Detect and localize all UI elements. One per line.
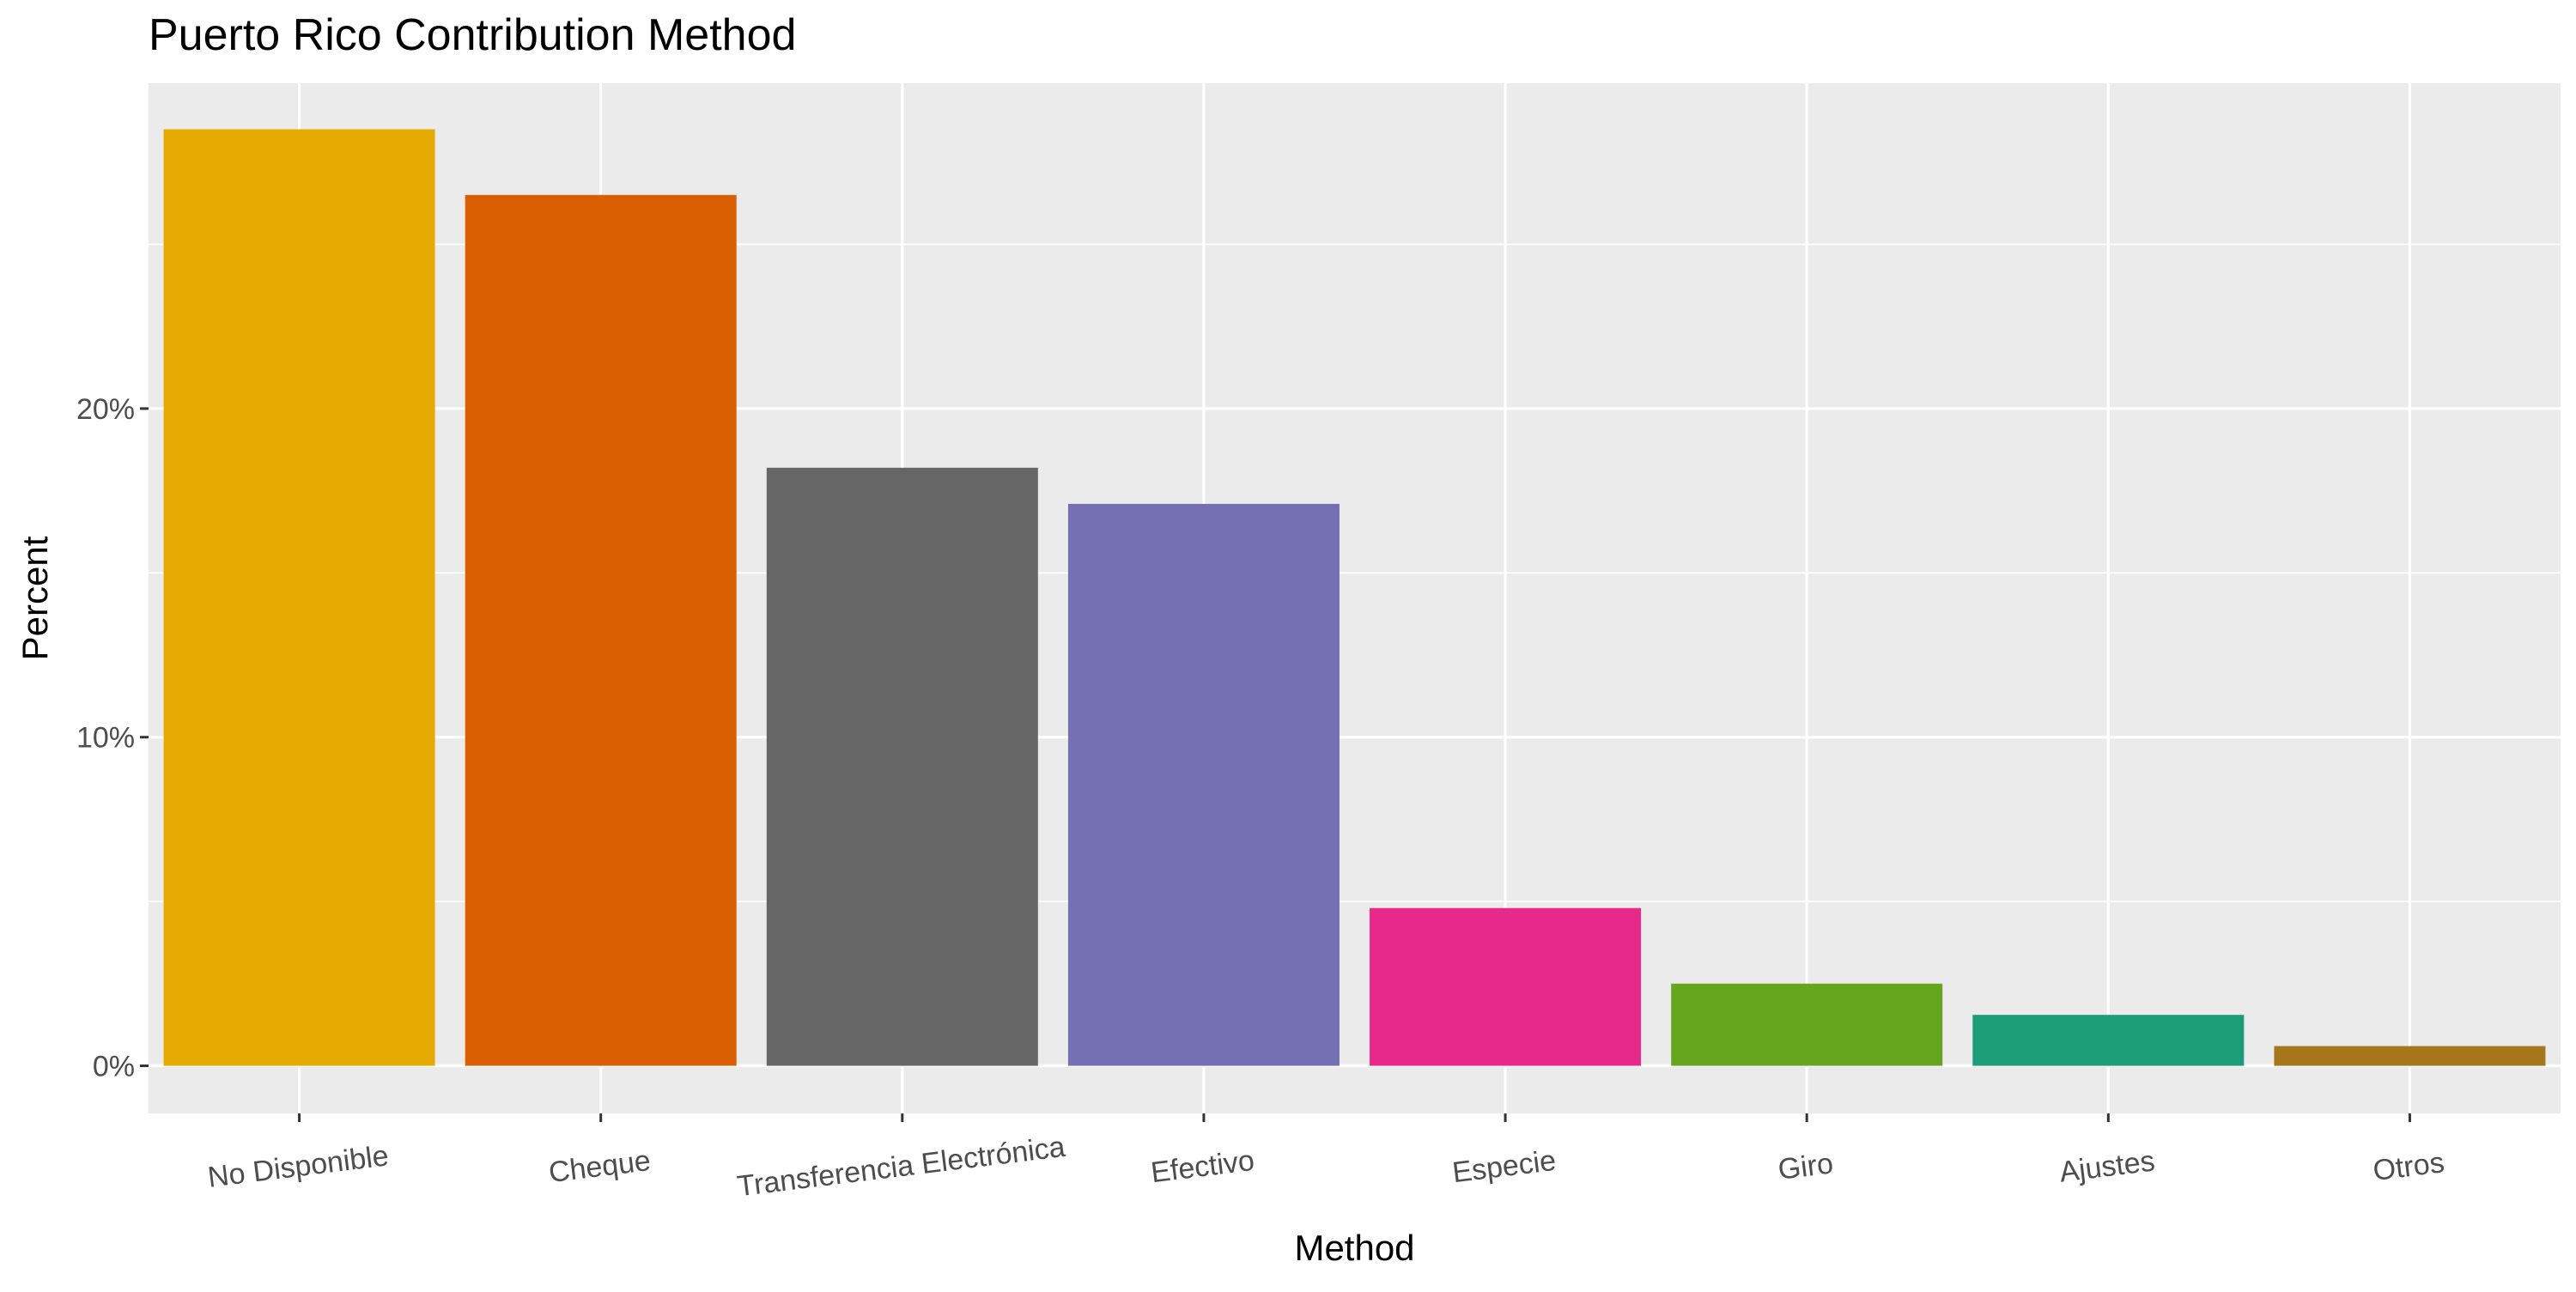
- x-axis: No Disponible Cheque Transferencia Electró…: [206, 1113, 2446, 1203]
- x-tick-label: No Disponible: [206, 1139, 391, 1194]
- x-tick-label: Otros: [2372, 1146, 2446, 1187]
- x-tick-label: Giro: [1777, 1147, 1835, 1186]
- bar: [1067, 503, 1340, 1066]
- bar: [1972, 1015, 2245, 1066]
- bar: [2274, 1046, 2546, 1066]
- y-tick-label: 20%: [76, 393, 135, 426]
- bar: [163, 129, 435, 1066]
- bar: [1370, 907, 1642, 1066]
- y-axis: 0% 10% 20%: [76, 393, 149, 1083]
- x-tick-label: Efectivo: [1149, 1144, 1256, 1189]
- bar: [1671, 983, 1943, 1066]
- x-tick-label: Cheque: [547, 1144, 653, 1189]
- x-axis-title: Method: [1294, 1228, 1414, 1268]
- bar: [766, 467, 1038, 1066]
- x-tick-label: Especie: [1450, 1144, 1558, 1189]
- bar: [465, 195, 737, 1066]
- bars: [163, 129, 2546, 1066]
- y-tick-label: 0%: [93, 1050, 135, 1083]
- x-tick-label: Transferencia Electrónica: [735, 1131, 1066, 1204]
- y-tick-label: 10%: [76, 722, 135, 755]
- x-tick-label: Ajustes: [2057, 1144, 2156, 1188]
- chart-title: Puerto Rico Contribution Method: [149, 10, 796, 60]
- y-axis-title: Percent: [15, 536, 55, 660]
